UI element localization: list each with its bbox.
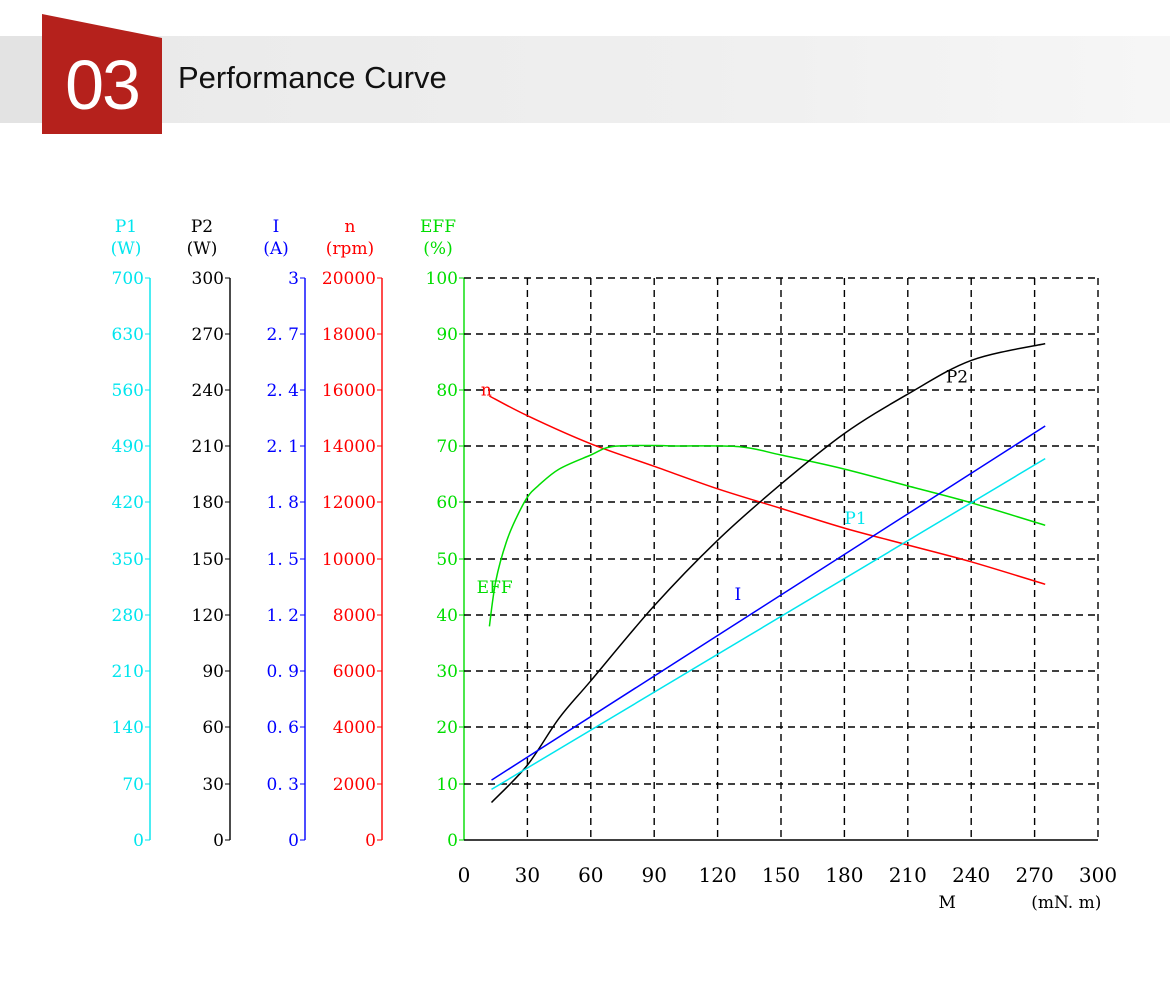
x-axis-tick-label: 210 <box>889 863 927 887</box>
n-axis-tick-label: 4000 <box>333 718 376 738</box>
x-axis-tick-label: 0 <box>458 863 471 887</box>
x-axis-tick-label: 60 <box>578 863 603 887</box>
section-badge <box>42 14 162 134</box>
header-bar <box>0 36 1170 123</box>
header-left-stub <box>0 36 42 123</box>
section-badge-shape <box>42 14 162 134</box>
eff-axis-tick-label: 40 <box>436 606 458 626</box>
x-axis-tick-label: 300 <box>1079 863 1117 887</box>
p1-axis-tick-label: 140 <box>112 718 144 738</box>
i-axis-tick-label: 1. 5 <box>267 550 299 570</box>
eff-axis-tick-label: 80 <box>436 381 458 401</box>
n-axis-tick-label: 16000 <box>322 381 376 401</box>
p1-axis-tick-label: 560 <box>112 381 144 401</box>
eff-axis-name: EFF <box>420 217 456 237</box>
i-axis-tick-label: 2. 4 <box>267 381 299 401</box>
i-axis-unit: (A) <box>263 239 289 259</box>
p1-axis-tick-label: 490 <box>112 437 144 457</box>
i-axis-tick-label: 2. 7 <box>267 325 299 345</box>
i-series-label: I <box>735 585 742 605</box>
p2-axis-tick-label: 90 <box>202 662 224 682</box>
p2-axis-tick-label: 120 <box>192 606 224 626</box>
p2-axis-tick-label: 270 <box>192 325 224 345</box>
n-axis-tick-label: 2000 <box>333 775 376 795</box>
eff-axis-tick-label: 70 <box>436 437 458 457</box>
i-axis-tick-label: 0. 3 <box>267 775 299 795</box>
i-series-line <box>491 425 1046 781</box>
x-axis-tick-label: 90 <box>641 863 666 887</box>
n-axis-name: n <box>345 217 356 237</box>
x-axis-tick-label: 270 <box>1016 863 1054 887</box>
section-title: Performance Curve <box>178 60 447 95</box>
n-axis-tick-label: 18000 <box>322 325 376 345</box>
p2-axis-unit: (W) <box>187 239 218 259</box>
n-series-line <box>489 395 1046 586</box>
eff-axis-tick-label: 20 <box>436 718 458 738</box>
axes-layer <box>145 277 465 841</box>
eff-axis-tick-label: 100 <box>426 269 458 289</box>
p2-axis-tick-label: 180 <box>192 493 224 513</box>
grid-layer <box>464 277 1099 841</box>
series-layer <box>488 342 1046 804</box>
p2-axis-tick-label: 240 <box>192 381 224 401</box>
p2-series-line <box>490 342 1046 804</box>
p1-series-label: P1 <box>844 509 866 529</box>
i-axis-tick-label: 2. 1 <box>267 437 299 457</box>
i-axis-tick-label: 1. 8 <box>267 493 299 513</box>
labels-layer: 070140210280350420490560630700P1(W)03060… <box>111 217 1117 913</box>
eff-series-label: EFF <box>477 578 513 598</box>
x-axis-tick-label: 240 <box>952 863 990 887</box>
eff-axis-tick-label: 0 <box>447 831 458 851</box>
x-axis-label: M <box>938 893 955 913</box>
eff-axis-tick-label: 60 <box>436 493 458 513</box>
eff-axis-unit: (%) <box>423 239 452 259</box>
section-number: 03 <box>65 46 141 124</box>
p2-axis-name: P2 <box>191 217 213 237</box>
p2-axis-tick-label: 30 <box>202 775 224 795</box>
n-axis-tick-label: 12000 <box>322 493 376 513</box>
p1-axis-unit: (W) <box>111 239 142 259</box>
n-axis-tick-label: 20000 <box>322 269 376 289</box>
eff-axis-tick-label: 90 <box>436 325 458 345</box>
x-axis-tick-label: 180 <box>825 863 863 887</box>
p2-axis-tick-label: 150 <box>192 550 224 570</box>
p1-axis-tick-label: 350 <box>112 550 144 570</box>
i-axis-tick-label: 0. 6 <box>267 718 299 738</box>
p2-series-label: P2 <box>946 367 968 387</box>
p2-axis-tick-label: 60 <box>202 718 224 738</box>
x-axis-unit: (mN. m) <box>1031 893 1101 913</box>
eff-axis-tick-label: 30 <box>436 662 458 682</box>
n-series-label: n <box>481 380 492 400</box>
p1-axis-tick-label: 630 <box>112 325 144 345</box>
i-axis-name: I <box>273 217 280 237</box>
p1-axis-tick-label: 70 <box>122 775 144 795</box>
x-axis-tick-label: 150 <box>762 863 800 887</box>
n-axis-unit: (rpm) <box>326 239 374 259</box>
n-axis-tick-label: 0 <box>365 831 376 851</box>
n-axis-tick-label: 8000 <box>333 606 376 626</box>
p1-series-line <box>491 457 1046 791</box>
x-axis-tick-label: 120 <box>699 863 737 887</box>
n-axis-tick-label: 10000 <box>322 550 376 570</box>
p2-axis-tick-label: 300 <box>192 269 224 289</box>
i-axis-tick-label: 3 <box>288 269 299 289</box>
n-axis-tick-label: 14000 <box>322 437 376 457</box>
i-axis-tick-label: 0. 9 <box>267 662 299 682</box>
p1-axis-tick-label: 280 <box>112 606 144 626</box>
p1-axis-name: P1 <box>115 217 137 237</box>
i-axis-tick-label: 1. 2 <box>267 606 299 626</box>
eff-series-line <box>488 444 1046 627</box>
i-axis-tick-label: 0 <box>288 831 299 851</box>
eff-axis-tick-label: 10 <box>436 775 458 795</box>
n-axis-tick-label: 6000 <box>333 662 376 682</box>
p1-axis-tick-label: 0 <box>133 831 144 851</box>
p1-axis-tick-label: 700 <box>112 269 144 289</box>
p1-axis-tick-label: 210 <box>112 662 144 682</box>
p1-axis-tick-label: 420 <box>112 493 144 513</box>
p2-axis-tick-label: 0 <box>213 831 224 851</box>
p2-axis-tick-label: 210 <box>192 437 224 457</box>
eff-axis-tick-label: 50 <box>436 550 458 570</box>
x-axis-tick-label: 30 <box>515 863 540 887</box>
